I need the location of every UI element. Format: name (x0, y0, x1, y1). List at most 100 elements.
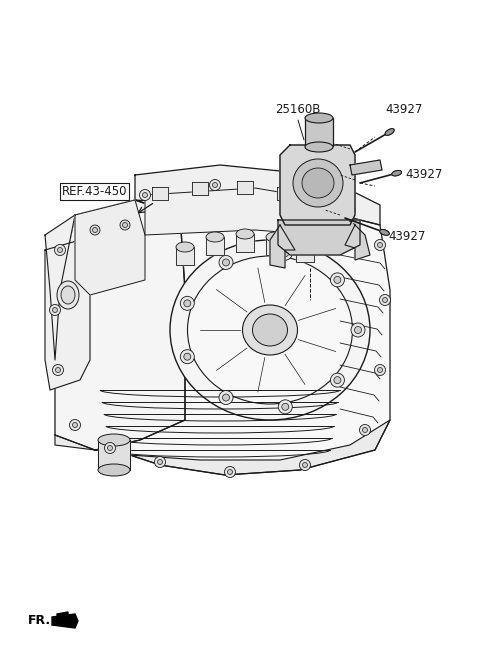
Circle shape (374, 240, 385, 250)
Circle shape (52, 307, 58, 313)
Circle shape (120, 220, 130, 230)
Polygon shape (236, 234, 254, 252)
Circle shape (184, 353, 191, 360)
Ellipse shape (252, 314, 288, 346)
Circle shape (140, 189, 151, 200)
Text: 43927: 43927 (388, 230, 425, 243)
Circle shape (70, 420, 81, 430)
Circle shape (122, 223, 128, 227)
Polygon shape (237, 181, 253, 194)
Circle shape (345, 204, 356, 215)
Circle shape (330, 373, 345, 387)
Polygon shape (277, 187, 293, 200)
Circle shape (377, 242, 383, 248)
Circle shape (334, 376, 341, 384)
Polygon shape (45, 215, 75, 360)
Polygon shape (55, 420, 390, 475)
Polygon shape (176, 247, 194, 265)
Ellipse shape (380, 229, 389, 235)
Circle shape (213, 183, 217, 187)
Circle shape (374, 365, 385, 376)
Circle shape (49, 304, 60, 315)
Circle shape (223, 394, 229, 401)
Polygon shape (270, 225, 295, 268)
Circle shape (58, 248, 62, 252)
Circle shape (362, 428, 368, 432)
Polygon shape (280, 145, 355, 225)
Ellipse shape (385, 129, 394, 135)
Circle shape (278, 246, 292, 260)
Circle shape (348, 208, 352, 212)
Polygon shape (296, 244, 314, 262)
Circle shape (330, 273, 345, 287)
Polygon shape (206, 237, 224, 255)
Circle shape (228, 470, 232, 474)
Text: 43927: 43927 (405, 168, 443, 181)
Circle shape (143, 193, 147, 198)
Ellipse shape (206, 232, 224, 242)
Polygon shape (45, 240, 90, 390)
Circle shape (351, 323, 365, 337)
Polygon shape (192, 182, 208, 195)
Circle shape (180, 350, 194, 364)
Circle shape (155, 457, 166, 468)
Ellipse shape (61, 286, 75, 304)
Polygon shape (345, 225, 370, 260)
Polygon shape (75, 200, 145, 295)
Circle shape (302, 463, 308, 468)
Circle shape (52, 365, 63, 376)
Bar (305, 118, 333, 146)
Ellipse shape (296, 239, 314, 249)
Ellipse shape (236, 229, 254, 239)
Circle shape (380, 294, 391, 306)
Circle shape (334, 277, 341, 283)
Circle shape (105, 443, 116, 453)
Circle shape (282, 250, 289, 257)
Circle shape (225, 466, 236, 478)
Polygon shape (95, 200, 390, 475)
Ellipse shape (188, 256, 352, 404)
Ellipse shape (170, 240, 370, 420)
Ellipse shape (293, 159, 343, 207)
Ellipse shape (380, 229, 389, 235)
Circle shape (300, 459, 311, 470)
Ellipse shape (57, 281, 79, 309)
Ellipse shape (392, 170, 402, 176)
Ellipse shape (305, 142, 333, 152)
Circle shape (90, 225, 100, 235)
Circle shape (289, 185, 300, 196)
Polygon shape (278, 220, 360, 255)
Polygon shape (145, 188, 320, 235)
Circle shape (355, 327, 361, 334)
Polygon shape (98, 440, 130, 470)
Circle shape (219, 256, 233, 269)
Circle shape (108, 445, 112, 451)
Circle shape (219, 390, 233, 405)
Text: 25160B: 25160B (275, 103, 320, 116)
Ellipse shape (385, 129, 394, 135)
Polygon shape (57, 612, 68, 617)
Circle shape (292, 187, 298, 193)
Text: FR.: FR. (28, 614, 51, 627)
Polygon shape (55, 200, 185, 450)
Circle shape (223, 259, 229, 266)
Circle shape (55, 244, 65, 256)
Circle shape (377, 367, 383, 373)
Circle shape (93, 227, 97, 233)
Circle shape (282, 403, 289, 411)
Circle shape (209, 179, 220, 191)
Circle shape (360, 424, 371, 436)
Circle shape (72, 422, 77, 428)
Polygon shape (52, 614, 78, 628)
Ellipse shape (176, 242, 194, 252)
Ellipse shape (98, 464, 130, 476)
Ellipse shape (242, 305, 298, 355)
Text: REF.43-450: REF.43-450 (62, 185, 128, 198)
Circle shape (180, 296, 194, 310)
Polygon shape (135, 165, 380, 225)
Ellipse shape (266, 232, 284, 242)
Ellipse shape (302, 168, 334, 198)
Ellipse shape (305, 113, 333, 123)
Polygon shape (266, 237, 284, 255)
Text: 43927: 43927 (385, 103, 422, 116)
